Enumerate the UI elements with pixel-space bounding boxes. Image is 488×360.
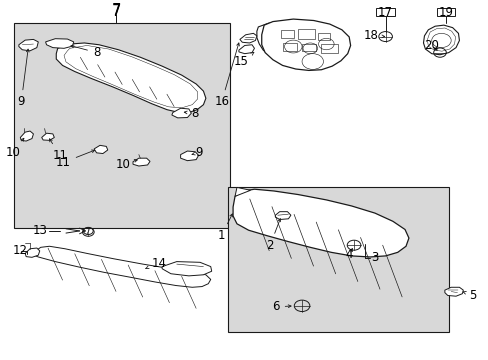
Text: 2: 2 [266,219,280,252]
Text: 20: 20 [423,39,438,52]
Text: 18: 18 [363,30,384,42]
Text: 8: 8 [71,45,100,59]
Polygon shape [261,19,350,71]
Text: 12: 12 [13,244,27,257]
Polygon shape [240,33,256,43]
Text: 11: 11 [49,139,67,162]
Polygon shape [423,25,459,55]
Polygon shape [20,131,33,141]
Bar [436,8,454,16]
Text: 5: 5 [462,289,475,302]
Bar [14,23,230,229]
Text: 11: 11 [56,150,94,169]
Polygon shape [256,22,317,59]
Text: 3: 3 [370,251,378,264]
Polygon shape [45,39,74,48]
Text: 13: 13 [33,224,48,238]
Text: 4: 4 [345,248,352,261]
Text: 9: 9 [18,49,29,108]
Bar [298,30,315,39]
Bar [280,30,294,38]
Bar [282,43,297,51]
Bar [317,33,329,40]
Polygon shape [171,108,191,118]
Text: 10: 10 [116,158,137,171]
Polygon shape [94,145,107,153]
Bar [321,44,338,53]
Text: 8: 8 [184,107,198,120]
Polygon shape [444,287,462,296]
Polygon shape [32,246,210,287]
Text: 16: 16 [214,43,239,108]
Polygon shape [56,43,205,113]
Polygon shape [19,39,38,51]
Polygon shape [25,248,40,257]
Text: 10: 10 [5,138,24,159]
Text: 7: 7 [111,4,121,19]
Text: 19: 19 [437,6,452,19]
Text: 15: 15 [233,52,253,68]
Text: 9: 9 [192,146,203,159]
Polygon shape [133,158,150,166]
Bar [227,188,448,332]
Polygon shape [233,189,408,257]
Polygon shape [235,188,250,196]
Bar [302,44,315,51]
Polygon shape [162,262,211,276]
Polygon shape [180,151,198,161]
Polygon shape [41,133,54,140]
Polygon shape [239,45,254,54]
Text: 14: 14 [145,257,166,270]
Text: 17: 17 [377,6,392,19]
Text: 7: 7 [111,3,121,18]
Text: 6: 6 [272,300,290,314]
Polygon shape [275,212,290,220]
Text: 1: 1 [217,214,232,242]
Bar [375,8,394,16]
